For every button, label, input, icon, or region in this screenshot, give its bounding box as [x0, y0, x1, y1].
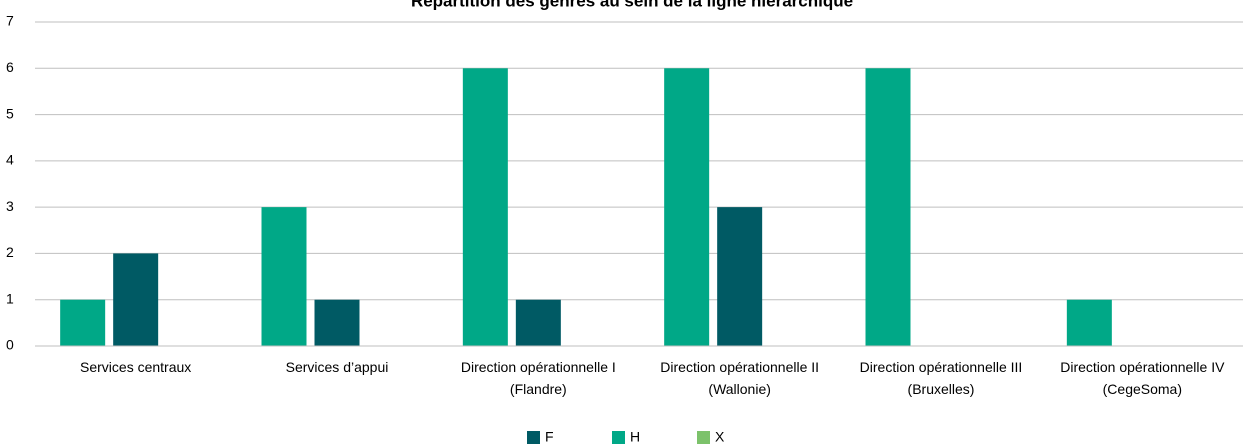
x-tick-label: Services d’appui — [286, 359, 389, 375]
y-tick-label: 6 — [6, 59, 14, 75]
y-tick-label: 4 — [6, 152, 14, 168]
x-tick-label-line: (Bruxelles) — [908, 381, 975, 397]
bar — [314, 299, 360, 346]
x-tick-label: Direction opérationnelle II (Wallonie) — [660, 359, 819, 397]
x-tick-label-line: (Flandre) — [510, 381, 567, 397]
x-tick-label-line: (Wallonie) — [708, 381, 771, 397]
y-tick-label: 0 — [6, 337, 14, 353]
bar — [261, 207, 307, 346]
x-tick-label: Direction opérationnelle IV (CegeSoma) — [1060, 359, 1225, 397]
chart-title: Répartition des genres au sein de la lig… — [411, 0, 853, 10]
y-tick-label: 7 — [6, 13, 14, 29]
bar — [60, 299, 106, 346]
bar — [462, 68, 508, 347]
legend-swatch — [697, 431, 710, 444]
y-tick-label: 1 — [6, 290, 14, 306]
x-tick-label-line: Direction opérationnelle II — [660, 359, 819, 375]
y-tick-label: 3 — [6, 198, 14, 214]
bar — [515, 299, 561, 346]
legend-label: X — [715, 429, 725, 445]
legend-swatch — [612, 431, 625, 444]
bar — [1066, 299, 1112, 346]
x-tick-label: Services centraux — [80, 359, 191, 375]
y-tick-label: 2 — [6, 244, 14, 260]
legend-swatch — [527, 431, 540, 444]
legend-label: F — [545, 429, 554, 445]
x-tick-label-line: Direction opérationnelle I — [461, 359, 616, 375]
x-tick-label-line: Direction opérationnelle IV — [1060, 359, 1225, 375]
x-tick-label-line: (CegeSoma) — [1103, 381, 1182, 397]
x-tick-label: Direction opérationnelle I (Flandre) — [461, 359, 616, 397]
x-tick-label: Direction opérationnelle III (Bruxelles) — [860, 359, 1023, 397]
bar — [865, 68, 911, 347]
bar — [664, 68, 710, 347]
bar — [113, 253, 159, 346]
bar — [717, 207, 763, 346]
x-tick-label-line: Direction opérationnelle III — [860, 359, 1023, 375]
y-tick-label: 5 — [6, 105, 14, 121]
legend-label: H — [630, 429, 640, 445]
x-tick-label-line: Services d’appui — [286, 359, 389, 375]
x-tick-label-line: Services centraux — [80, 359, 191, 375]
